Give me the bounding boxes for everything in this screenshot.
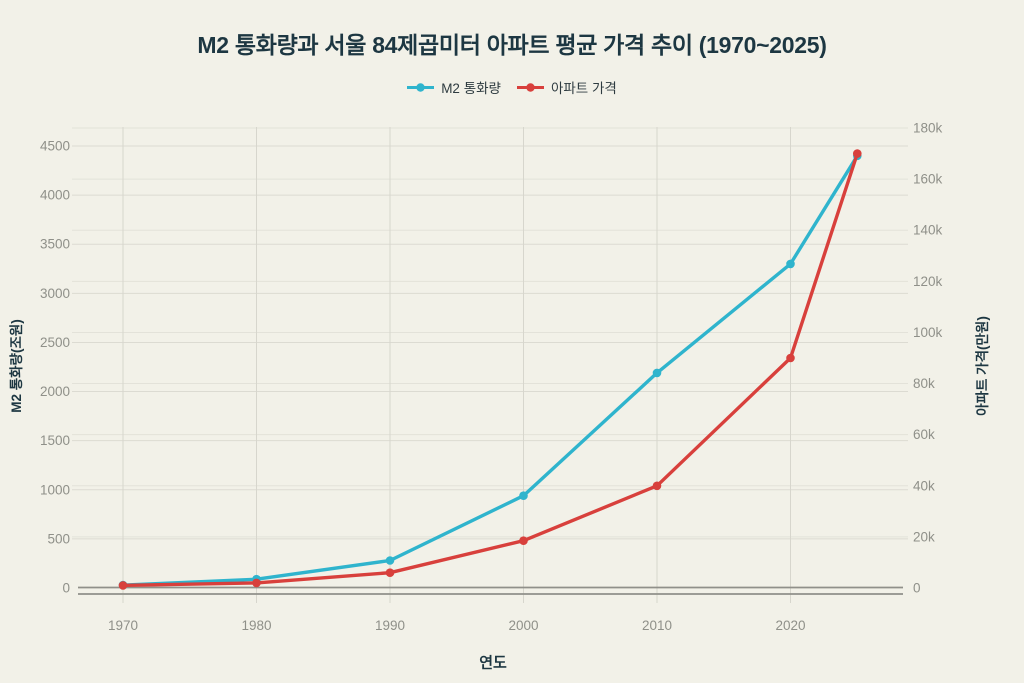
tick-label-right-40000: 40k: [913, 478, 935, 493]
data-point-m2-2010: [652, 368, 662, 378]
tick-label-x-1980: 1980: [241, 618, 271, 633]
data-point-apt-1980: [252, 578, 261, 588]
data-point-apt-2025: [853, 149, 862, 158]
legend-marker-apt-icon: [516, 82, 544, 92]
tick-label-x-2020: 2020: [775, 618, 805, 633]
chart-title: M2 통화량과 서울 84제곱미터 아파트 평균 가격 추이 (1970~202…: [197, 32, 827, 58]
tick-label-right-140000: 140k: [913, 223, 943, 238]
tick-label-x-1970: 1970: [108, 618, 138, 633]
tick-label-left-0: 0: [62, 581, 70, 596]
right-axis-title: 아파트 가격(만원): [975, 316, 990, 416]
legend-item-m2: M2 통화량: [407, 77, 501, 97]
legend-label-m2: M2 통화량: [441, 81, 501, 96]
data-point-apt-2020: [786, 353, 795, 363]
data-point-m2-2000: [519, 491, 528, 501]
x-axis-title: 연도: [479, 654, 507, 672]
legend-label-apt: 아파트 가격: [550, 81, 617, 96]
tick-label-left-2500: 2500: [40, 335, 70, 350]
tick-label-left-2000: 2000: [40, 384, 70, 399]
left-axis-title: M2 통화량(조원): [9, 319, 24, 413]
tick-label-left-4500: 4500: [40, 139, 70, 154]
tick-label-left-500: 500: [47, 531, 70, 546]
tick-label-right-60000: 60k: [913, 427, 935, 442]
tick-label-right-100000: 100k: [913, 325, 943, 340]
tick-label-right-120000: 120k: [913, 274, 943, 289]
tick-label-right-180000: 180k: [913, 121, 943, 136]
tick-label-right-20000: 20k: [913, 529, 935, 544]
tick-label-right-80000: 80k: [913, 376, 935, 391]
data-point-m2-2020: [786, 259, 795, 269]
series-line-m2: [121, 154, 859, 587]
tick-label-left-4000: 4000: [40, 188, 70, 203]
tick-label-x-1990: 1990: [375, 618, 405, 633]
tick-label-left-3500: 3500: [40, 237, 70, 252]
legend-marker-m2-icon: [407, 82, 435, 92]
tick-label-right-0: 0: [913, 581, 921, 596]
tick-label-left-1000: 1000: [40, 482, 70, 497]
series-line-apt: [121, 151, 859, 588]
tick-label-right-160000: 160k: [913, 172, 943, 187]
legend-item-apt: 아파트 가격: [516, 77, 617, 97]
tick-label-left-1500: 1500: [40, 433, 70, 448]
data-point-apt-2010: [652, 481, 662, 491]
data-point-m2-1990: [385, 556, 395, 565]
data-point-apt-1990: [385, 568, 395, 577]
legend: M2 통화량 아파트 가격: [0, 77, 1024, 97]
tick-label-x-2010: 2010: [642, 618, 672, 633]
data-point-apt-2000: [519, 536, 528, 545]
tick-label-x-2000: 2000: [508, 618, 538, 633]
tick-label-left-3000: 3000: [40, 286, 70, 301]
data-point-apt-1970: [118, 581, 128, 590]
